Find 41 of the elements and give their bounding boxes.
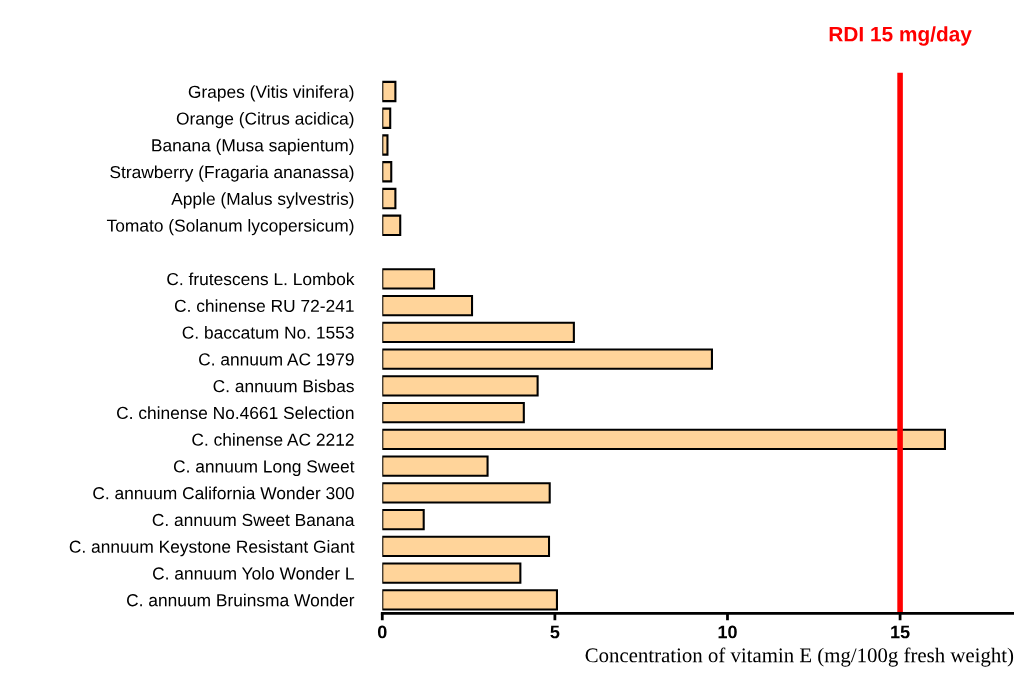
bar [382,161,393,183]
y-tick-label: C. chinense AC 2212 [192,433,354,446]
bar [382,348,713,370]
y-tick-label: C. frutescens L. Lombok [167,272,355,286]
bar [382,294,474,317]
y-tick-label: C. annuum Bisbas [213,379,354,393]
bar [382,214,402,236]
y-tick-label: C. annuum Bruinsma Wonder [127,593,355,607]
bar [382,535,551,558]
bar [382,268,436,290]
y-tick-label: Grapes (Vitis vinifera) [188,85,354,102]
x-tick-label: 15 [891,625,910,639]
bar [382,482,551,504]
x-tick-label: 10 [718,625,737,639]
y-tick-label: C. baccatum No. 1553 [182,326,354,339]
bar [382,187,397,210]
y-tick-label: C. annuum Yolo Wonder L [153,566,354,580]
x-tick-label: 5 [550,625,560,639]
bar [382,428,946,451]
bar [382,562,522,584]
y-tick-label: C. chinense No.4661 Selection [117,406,354,420]
y-tick-label: C. annuum AC 1979 [199,353,354,366]
bar [382,80,397,103]
bar [382,401,525,424]
y-tick-label: C. annuum Sweet Banana [152,513,355,527]
y-tick-label: C. annuum Keystone Resistant Giant [69,540,355,557]
y-tick-label: Apple (Malus sylvestris) [171,192,354,209]
x-axis-title: Concentration of vitamin E (mg/100g fresh weight) [585,647,1014,667]
y-tick-label: Tomato (Solanum lycopersicum) [106,219,354,236]
y-tick-label: C. annuum California Wonder 300 [93,486,354,500]
y-tick-label: Strawberry (Fragaria ananassa) [110,165,354,182]
y-tick-label: C. annuum Long Sweet [173,460,355,477]
bar [382,508,425,531]
ref-line-label: RDI 15 mg/day [829,26,972,46]
bar [382,321,575,343]
y-tick-label: Banana (Musa sapientum) [152,138,354,155]
bar [382,375,539,397]
y-tick-label: C. chinense RU 72-241 [174,299,354,313]
bar [382,455,489,477]
x-tick-label: 0 [377,625,387,639]
y-tick-label: Orange (Citrus acidica) [176,111,354,129]
